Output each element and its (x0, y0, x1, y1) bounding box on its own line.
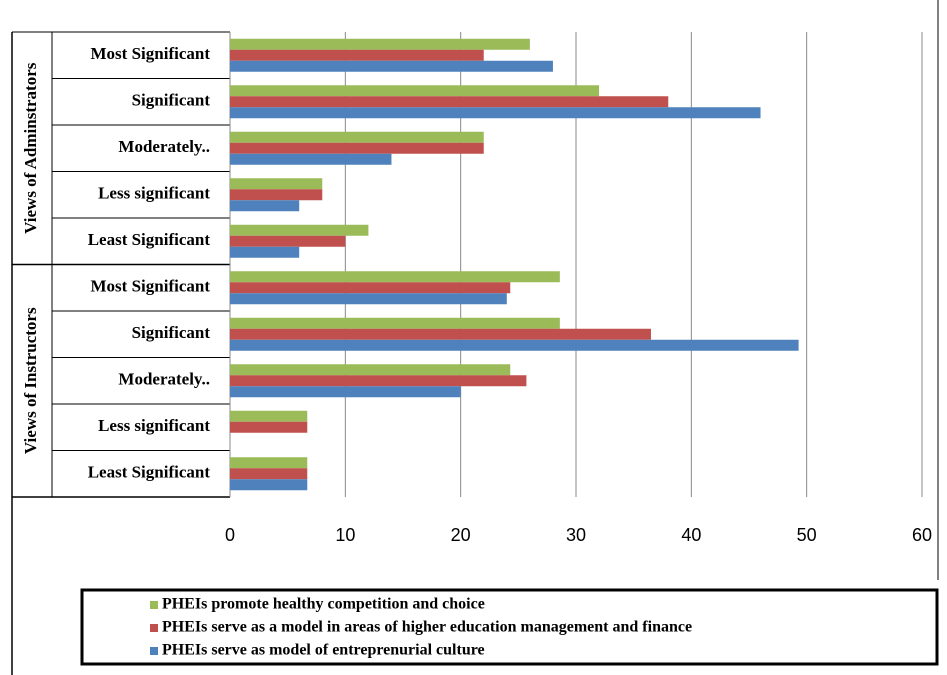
y-tick-label: Moderately.. (118, 370, 210, 389)
legend-swatch (150, 647, 158, 655)
bar (230, 49, 484, 61)
group-label: Views of Adminstrators (21, 62, 40, 234)
x-tick-label: 60 (912, 525, 932, 545)
bar (230, 178, 323, 190)
x-tick-label: 20 (451, 525, 471, 545)
bar (230, 60, 553, 72)
bar (230, 317, 560, 329)
bar (230, 386, 461, 398)
bar (230, 189, 323, 201)
bar (230, 457, 308, 469)
y-tick-label: Most Significant (91, 277, 211, 296)
legend-swatch (150, 624, 158, 632)
legend-label: PHEIs promote healthy competition and ch… (162, 596, 485, 613)
y-tick-label: Less significant (98, 416, 210, 435)
bar (230, 421, 308, 433)
bar (230, 339, 799, 351)
bar (230, 246, 300, 258)
bar (230, 468, 308, 480)
y-tick-label: Significant (132, 323, 211, 342)
y-tick-label: Significant (132, 91, 211, 110)
x-tick-label: 0 (225, 525, 235, 545)
legend-swatch (150, 601, 158, 609)
bar (230, 293, 507, 305)
legend-box (80, 588, 939, 666)
bar (230, 282, 511, 294)
x-tick-label: 50 (797, 525, 817, 545)
legend-label: PHEIs serve as a model in areas of highe… (162, 619, 692, 636)
y-tick-label: Less significant (98, 184, 210, 203)
x-tick-label: 10 (335, 525, 355, 545)
bar (230, 200, 300, 212)
bar (230, 364, 511, 376)
bar (230, 96, 669, 108)
bar (230, 107, 761, 119)
bar (230, 328, 651, 340)
bar (230, 235, 346, 247)
bar (230, 224, 369, 236)
bar (230, 375, 527, 387)
bar (230, 131, 484, 143)
group-label: Views of Instructors (21, 307, 40, 454)
bar (230, 38, 530, 50)
bar (230, 479, 308, 491)
y-tick-label: Least Significant (88, 463, 211, 482)
bar (230, 410, 308, 422)
bar (230, 271, 560, 283)
y-tick-label: Least Significant (88, 230, 211, 249)
legend-label: PHEIs serve as model of entreprenurial c… (162, 642, 485, 659)
bar (230, 142, 484, 154)
y-tick-label: Moderately.. (118, 137, 210, 156)
y-tick-label: Most Significant (91, 44, 211, 63)
x-tick-label: 30 (566, 525, 586, 545)
x-tick-label: 40 (681, 525, 701, 545)
bar (230, 153, 392, 165)
bar (230, 85, 600, 97)
